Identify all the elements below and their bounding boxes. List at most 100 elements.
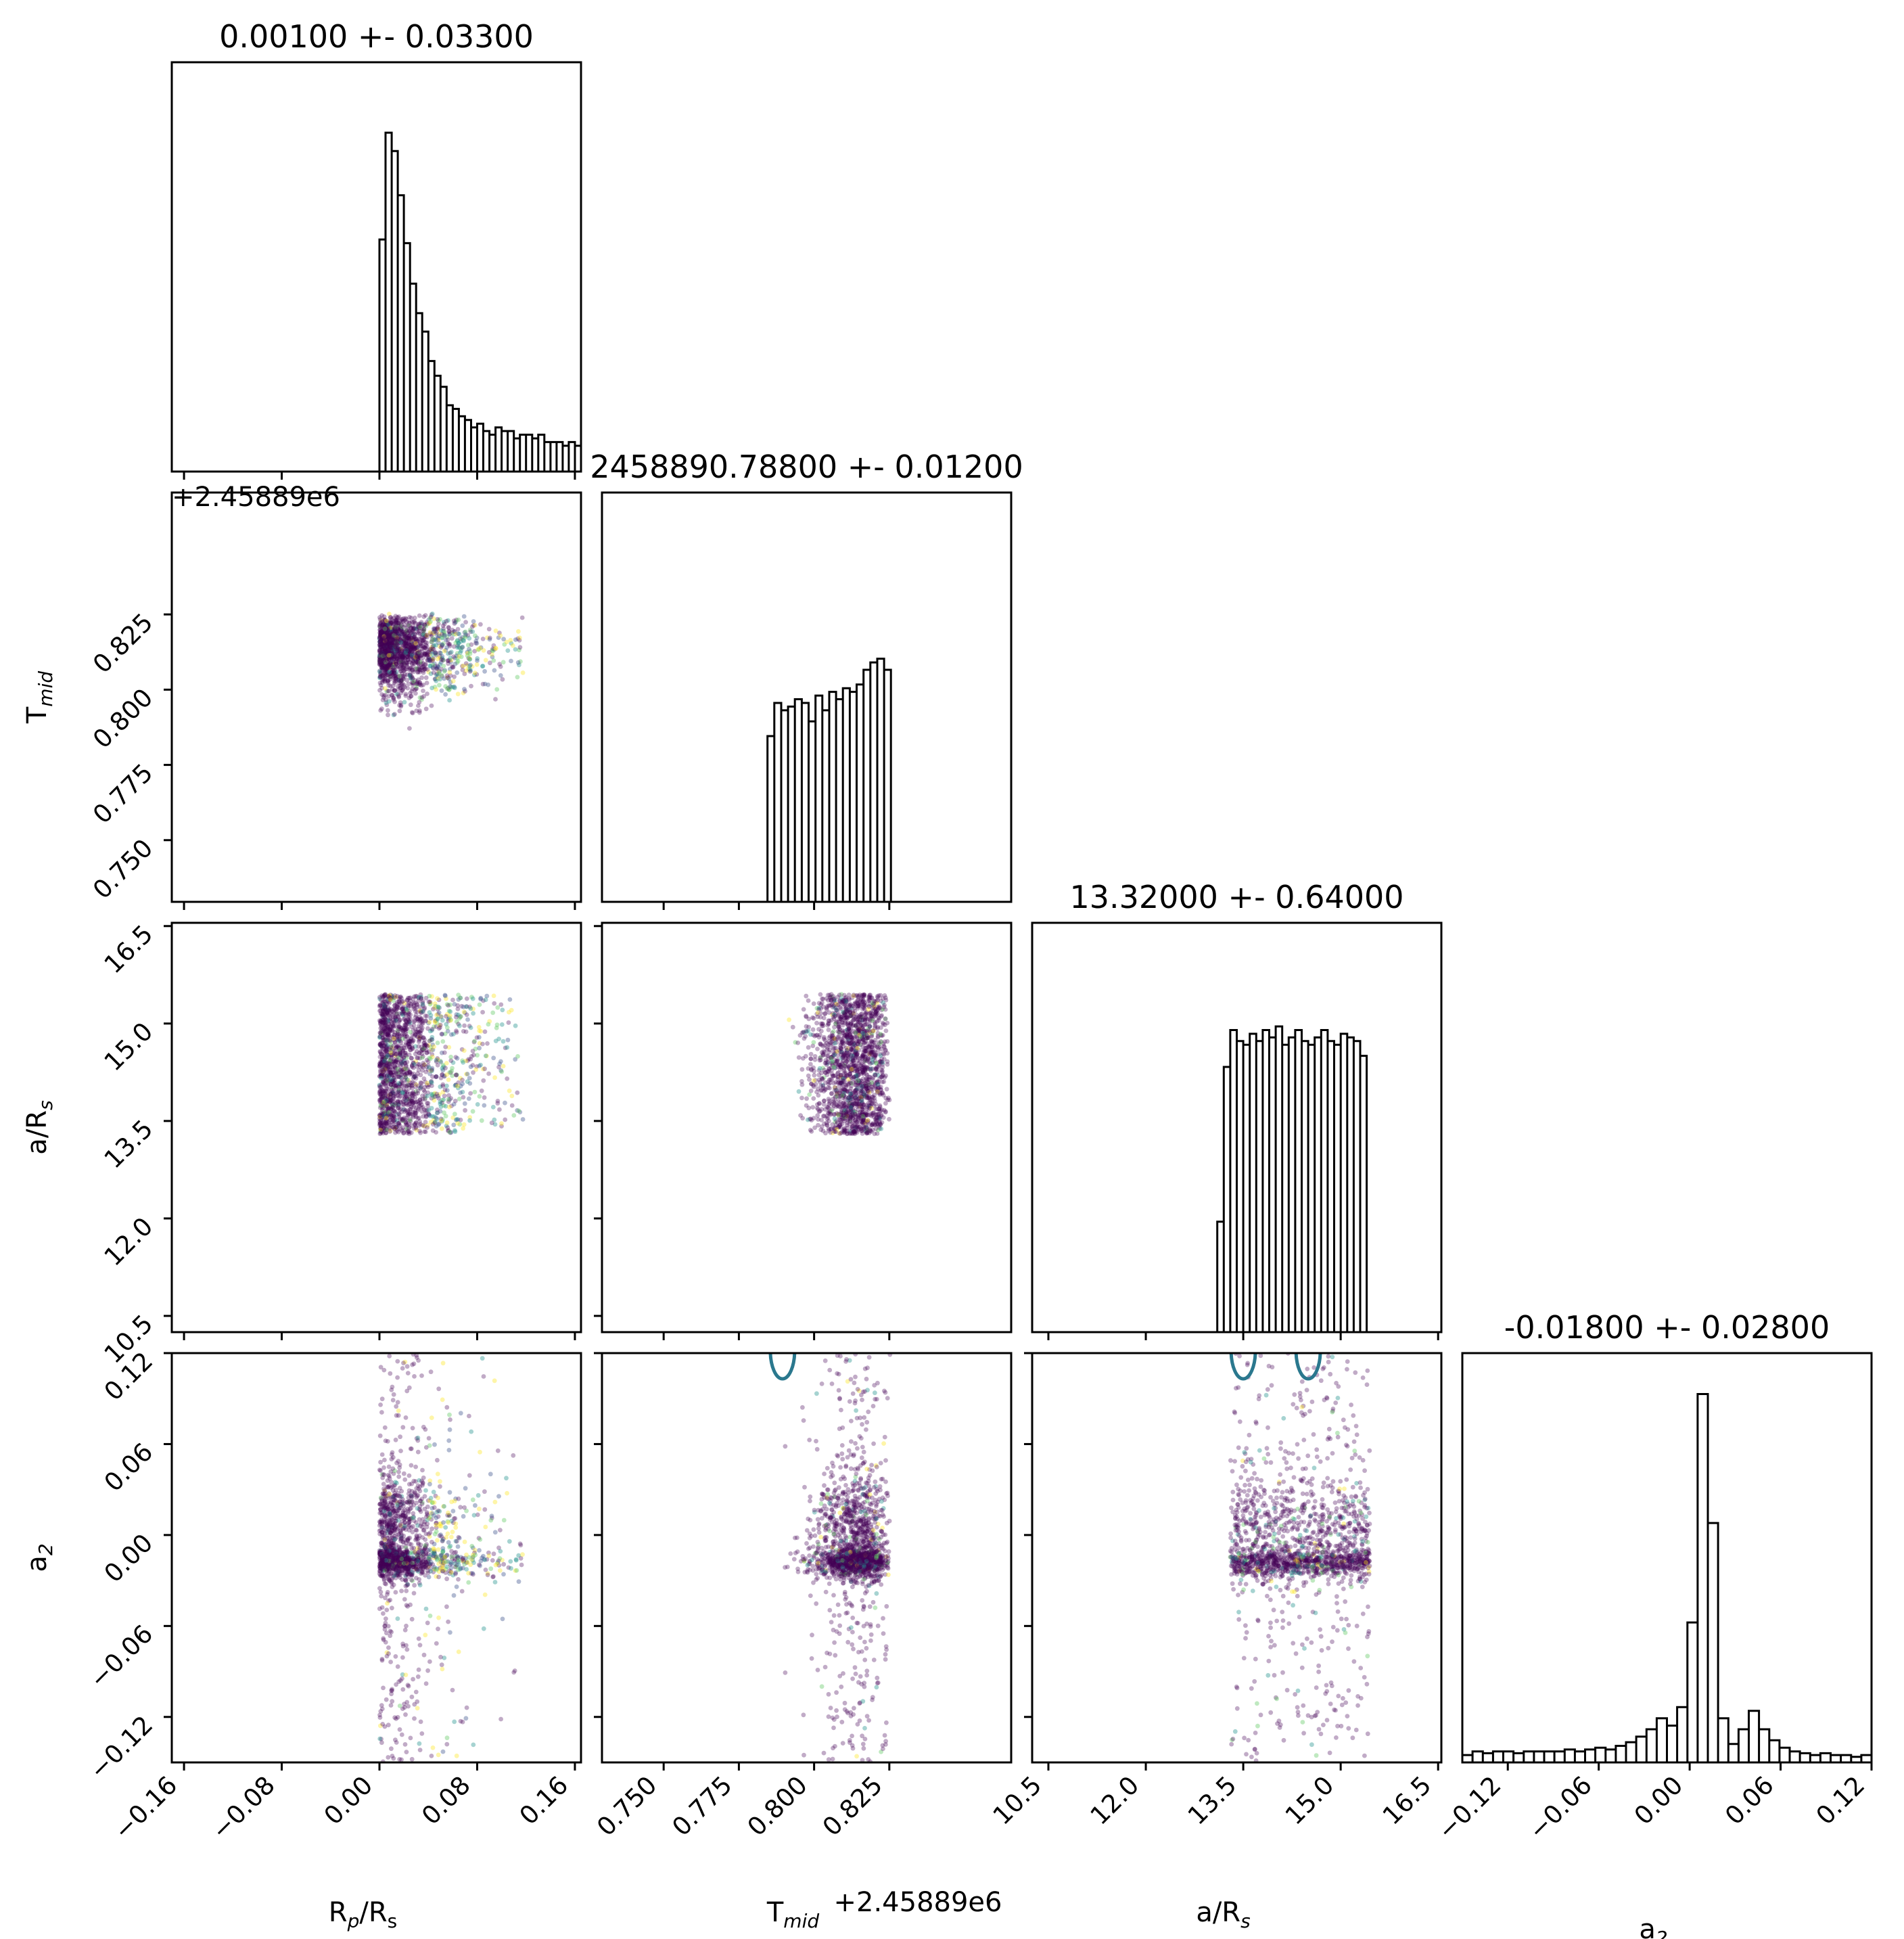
scatter-point — [392, 1006, 397, 1011]
scatter-point — [396, 999, 402, 1004]
scatter-point — [403, 1098, 409, 1103]
scatter-point — [392, 639, 397, 644]
scatter-point — [378, 1114, 384, 1118]
scatter-point — [485, 635, 490, 640]
scatter-point — [415, 660, 421, 666]
scatter-point — [442, 1093, 447, 1099]
scatter-point — [379, 662, 384, 668]
scatter-point — [390, 641, 394, 646]
scatter-point — [394, 664, 399, 670]
scatter-point — [426, 617, 432, 622]
scatter-point — [377, 669, 382, 675]
scatter-point — [380, 635, 386, 641]
scatter-point — [416, 656, 421, 661]
scatter-point — [434, 1110, 440, 1116]
scatter-point — [448, 1058, 454, 1064]
scatter-point — [509, 658, 513, 664]
scatter-point — [441, 664, 446, 668]
scatter-point — [379, 1060, 384, 1065]
scatter-point — [380, 1057, 385, 1062]
scatter-point — [388, 1026, 393, 1032]
scatter-point — [432, 647, 436, 652]
scatter-point — [501, 1064, 506, 1069]
scatter-point — [508, 637, 513, 643]
scatter-point — [437, 643, 442, 649]
scatter-point — [393, 1053, 398, 1058]
scatter-point — [384, 666, 390, 670]
scatter-point — [404, 1091, 410, 1096]
scatter-point — [398, 685, 404, 691]
scatter-point — [401, 642, 406, 647]
scatter-point — [411, 1060, 416, 1066]
scatter-point — [391, 1088, 396, 1093]
scatter-point — [404, 646, 409, 651]
scatter-point — [402, 1027, 408, 1032]
scatter-point — [386, 657, 392, 662]
scatter-point — [394, 1069, 398, 1074]
scatter-point — [492, 1117, 497, 1122]
scatter-point — [415, 1005, 419, 1009]
scatter-point — [377, 1043, 383, 1047]
scatter-point — [381, 1074, 386, 1079]
scatter-point — [381, 994, 387, 999]
scatter-point — [398, 1069, 404, 1074]
scatter-point — [430, 656, 435, 661]
scatter-point — [384, 1048, 389, 1053]
scatter-point — [459, 1047, 465, 1052]
scatter-point — [398, 1050, 402, 1055]
scatter-point — [400, 654, 405, 658]
scatter-point — [421, 1007, 427, 1011]
scatter-point — [398, 678, 404, 683]
scatter-point — [392, 654, 398, 659]
scatter-point — [427, 1113, 433, 1118]
scatter-point — [402, 1050, 408, 1055]
scatter-point — [403, 634, 408, 639]
scatter-point — [409, 637, 414, 642]
scatter-point — [392, 712, 397, 717]
scatter-point — [439, 1126, 444, 1131]
scatter-point — [388, 631, 392, 636]
scatter-point — [403, 649, 409, 655]
scatter-point — [415, 666, 421, 671]
scatter-point — [399, 1080, 404, 1085]
scatter-point — [391, 1034, 396, 1040]
scatter-point — [398, 1082, 402, 1087]
scatter-point — [409, 644, 414, 649]
scatter-point — [384, 637, 390, 641]
scatter-point — [418, 1009, 423, 1015]
scatter-point — [406, 1112, 411, 1117]
scatter-point — [386, 641, 391, 646]
scatter-point — [388, 626, 393, 631]
scatter-point — [423, 652, 428, 657]
scatter-point — [385, 638, 390, 643]
scatter-point — [435, 1016, 440, 1021]
scatter-point — [398, 1087, 404, 1092]
scatter-point — [394, 1017, 399, 1022]
scatter-point — [509, 1007, 514, 1013]
scatter-point — [387, 631, 392, 636]
scatter-point — [429, 639, 434, 644]
scatter-point — [413, 1051, 418, 1057]
scatter-point — [390, 1102, 395, 1108]
scatter-point — [385, 663, 390, 668]
scatter-point — [417, 1036, 422, 1041]
scatter-point — [388, 1118, 393, 1122]
scatter-point — [460, 1089, 465, 1095]
scatter-point — [407, 629, 412, 634]
scatter-point — [395, 649, 400, 654]
scatter-point — [386, 652, 392, 656]
scatter-point — [391, 629, 396, 634]
scatter-point — [379, 637, 385, 642]
scatter-point — [398, 685, 403, 691]
scatter-point — [467, 669, 473, 674]
scatter-point — [388, 1064, 393, 1070]
scatter-point — [440, 1072, 445, 1077]
scatter-point — [407, 620, 412, 626]
scatter-point — [440, 1100, 444, 1105]
scatter-point — [454, 1030, 459, 1035]
scatter-point — [415, 656, 421, 662]
scatter-point — [403, 1027, 409, 1032]
scatter-point — [421, 668, 426, 673]
scatter-point — [413, 1076, 419, 1081]
scatter-point — [463, 620, 468, 624]
